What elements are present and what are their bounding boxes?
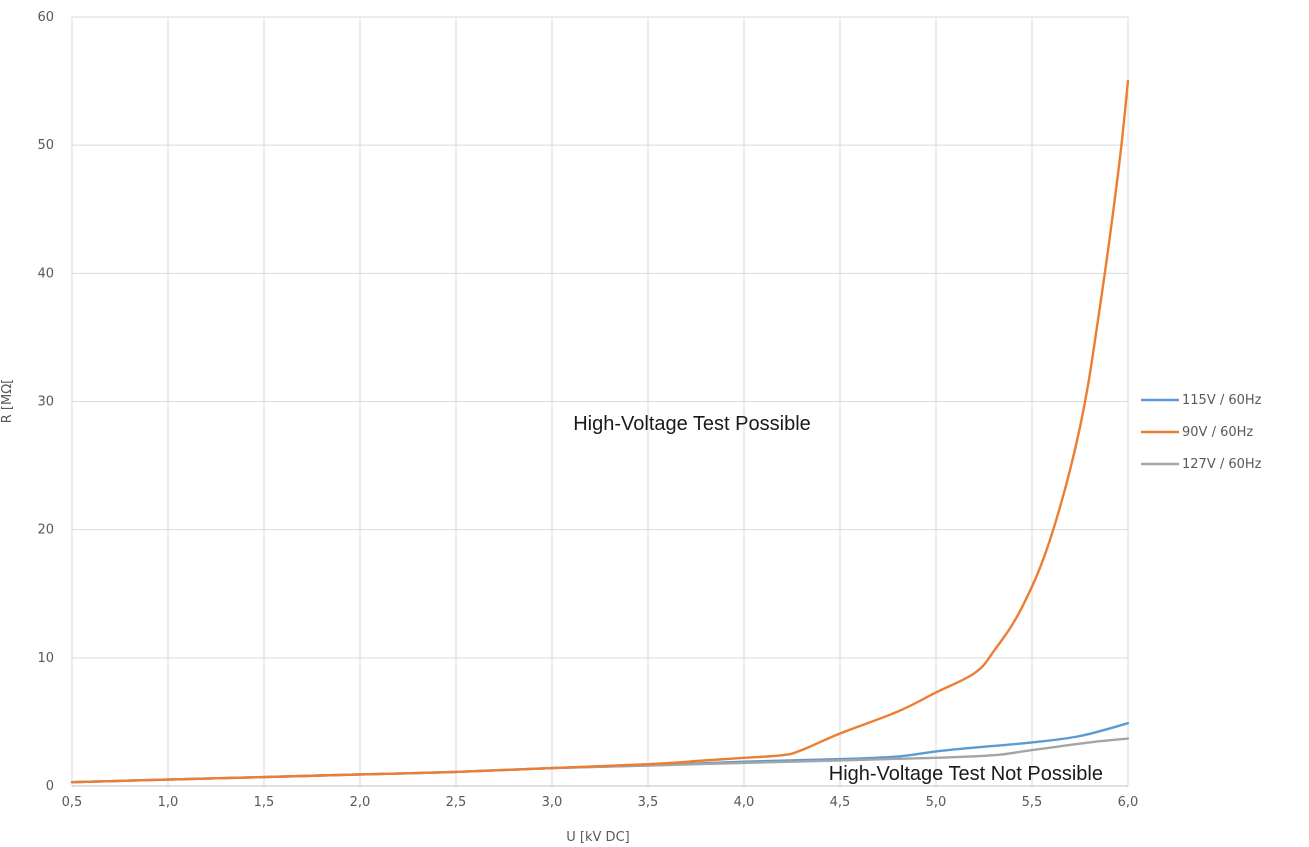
- legend-item: 115V / 60Hz: [1141, 393, 1262, 408]
- grid-layer: [71, 16, 1129, 786]
- x-tick-label: 5,5: [1022, 795, 1043, 810]
- y-tick-label: 30: [37, 395, 54, 410]
- y-tick-label: 20: [37, 523, 54, 538]
- y-tick-label: 60: [37, 10, 54, 25]
- x-tick-label: 1,0: [158, 795, 179, 810]
- x-tick-label: 1,5: [254, 795, 275, 810]
- x-tick-label: 4,5: [830, 795, 851, 810]
- y-axis-title: R [MΩ[: [0, 379, 15, 423]
- y-tick-label: 10: [37, 651, 54, 666]
- legend-item: 127V / 60Hz: [1141, 457, 1262, 472]
- series-line-90v-60hz: [70, 79, 1130, 784]
- tick-layer: 0,5 1,0 1,5 2,0 2,5 3,0 3,5 4,0 4,5 5,0 5,5 6,0 0 10 2…: [37, 10, 1138, 810]
- x-tick-label: 5,0: [926, 795, 947, 810]
- x-tick-label: 4,0: [734, 795, 755, 810]
- y-tick-label: 40: [37, 266, 54, 281]
- annotation-test-not-possible: High-Voltage Test Not Possible: [829, 763, 1103, 785]
- legend-item: 90V / 60Hz: [1141, 425, 1253, 440]
- x-tick-label: 2,0: [350, 795, 371, 810]
- y-tick-label: 50: [37, 138, 54, 153]
- legend-label: 127V / 60Hz: [1182, 457, 1262, 472]
- x-tick-label: 2,5: [446, 795, 467, 810]
- x-tick-label: 6,0: [1118, 795, 1139, 810]
- y-tick-label: 0: [46, 779, 54, 794]
- annotation-test-possible: High-Voltage Test Possible: [573, 413, 811, 435]
- x-tick-label: 3,0: [542, 795, 563, 810]
- x-axis-title: U [kV DC]: [566, 830, 629, 845]
- legend-label: 115V / 60Hz: [1182, 393, 1262, 408]
- legend: 115V / 60Hz 90V / 60Hz 127V / 60Hz: [1141, 393, 1262, 472]
- legend-label: 90V / 60Hz: [1182, 425, 1253, 440]
- x-tick-label: 0,5: [62, 795, 83, 810]
- series-layer: [70, 79, 1130, 784]
- x-tick-label: 3,5: [638, 795, 659, 810]
